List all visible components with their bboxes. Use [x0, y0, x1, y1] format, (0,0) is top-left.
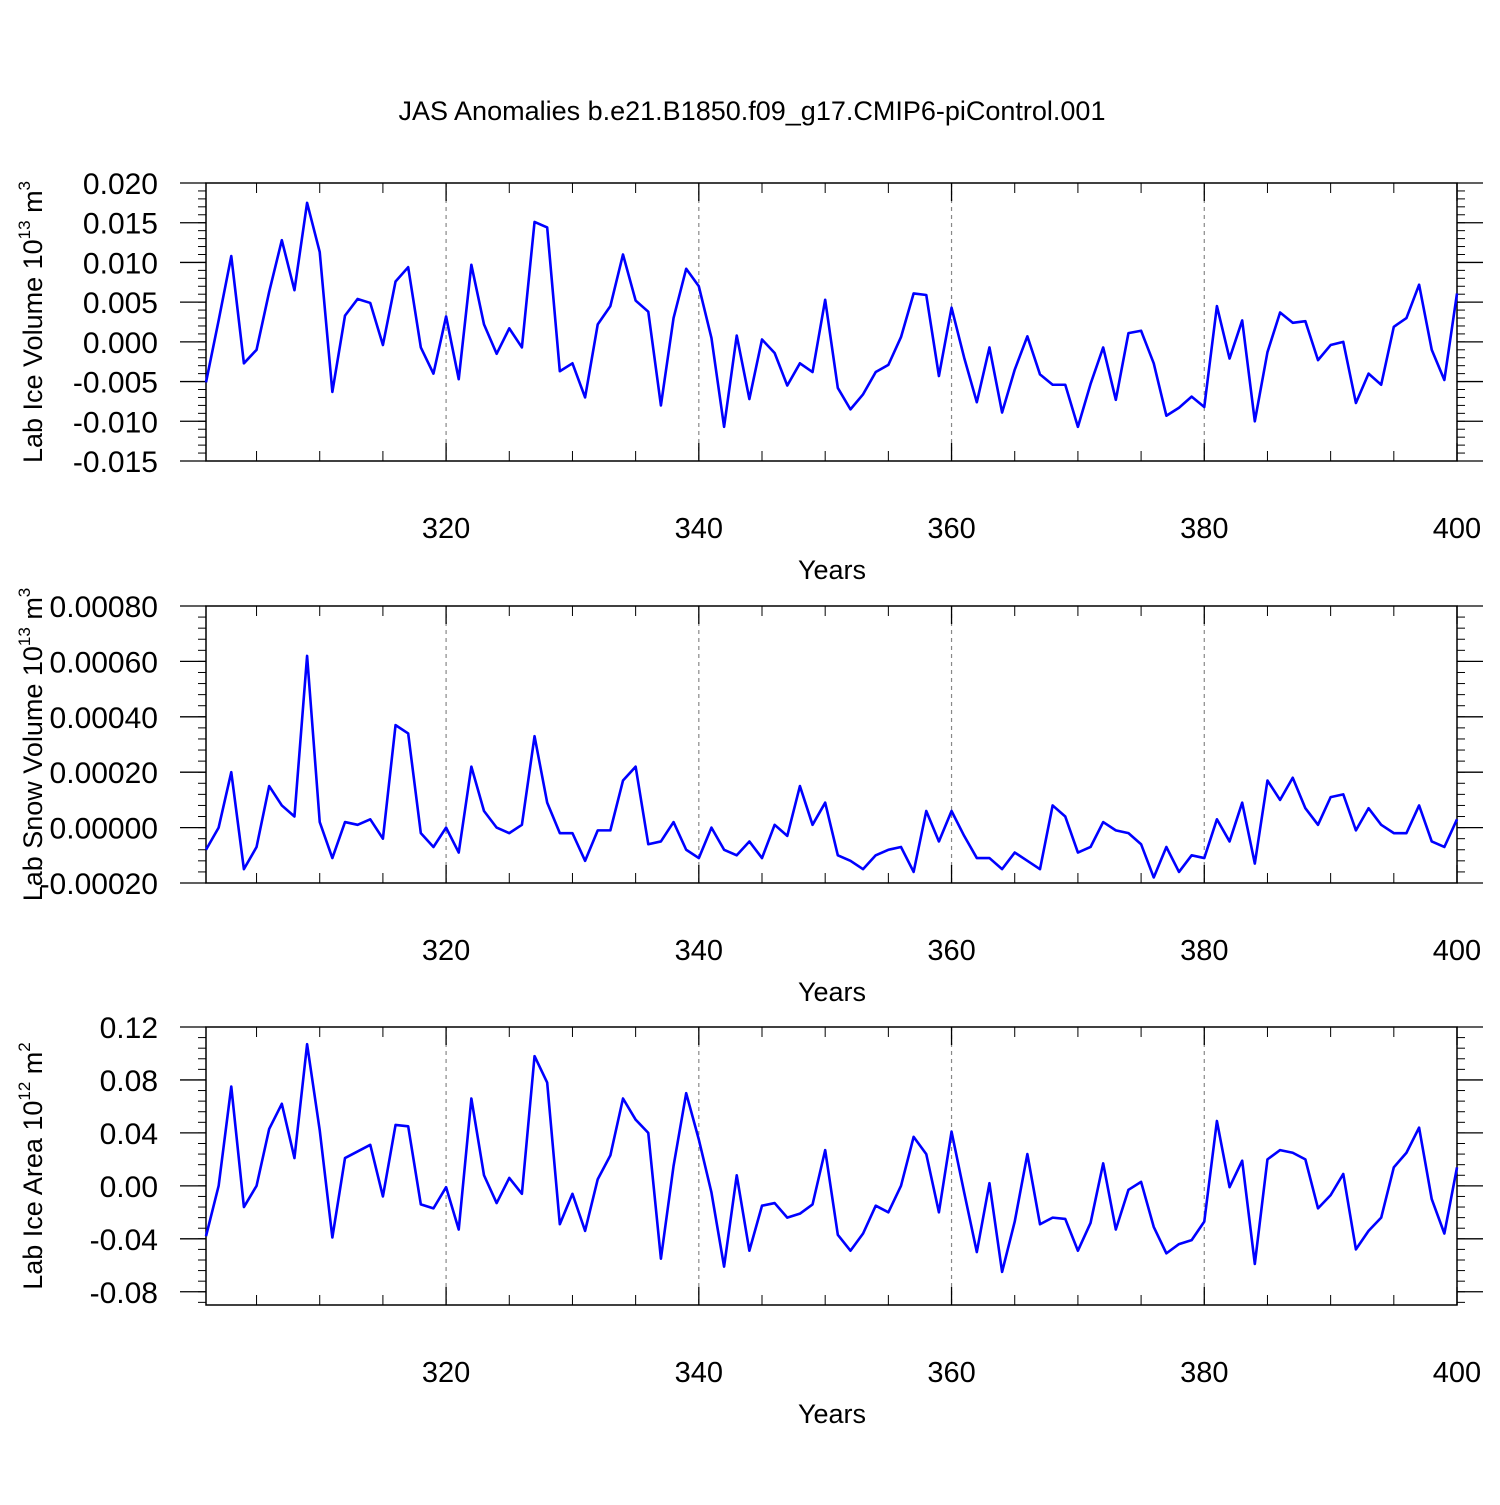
panel2-ytick-label-2: 0.00020	[50, 757, 158, 790]
panel1-frame	[205, 182, 1458, 462]
panel3-xtick-label-3: 380	[1180, 1357, 1228, 1389]
panel3-ylabel-part-0: Lab Ice Area 10	[18, 1101, 48, 1290]
panel3-xtick-label-0: 320	[422, 1357, 470, 1389]
panel1-ytick-label-0: -0.015	[73, 446, 158, 479]
panel2-frame	[205, 605, 1458, 884]
panel3-frame	[205, 1026, 1458, 1306]
panel1-ytick-label-4: 0.005	[83, 287, 158, 320]
panel3-ylabel-part-1: 12	[15, 1082, 34, 1101]
panel2-ylabel-part-2: m	[18, 597, 48, 627]
panel2-xlabel: Years	[798, 977, 866, 1007]
panel3-ylabel-part-2: m	[18, 1052, 48, 1082]
panel3-ytick-label-5: 0.12	[100, 1012, 158, 1045]
panel1-series-line	[204, 201, 1459, 429]
panel1-xtick-label-0: 320	[422, 513, 470, 545]
panel1-ylabel: Lab Ice Volume 1013 m3	[15, 181, 48, 463]
panel2-xtick-label-4: 400	[1433, 935, 1481, 967]
panel2-xtick-label-3: 380	[1180, 935, 1228, 967]
panel1-ylabel-part-1: 13	[15, 220, 34, 239]
panel1-ytick-label-3: 0.000	[83, 327, 158, 360]
panel3-ylabel-part-3: 2	[15, 1042, 34, 1051]
panel1-ylabel-part-3: 3	[15, 181, 34, 190]
panel3-ytick-label-3: 0.04	[100, 1118, 158, 1151]
panel1-xtick-label-1: 340	[675, 513, 723, 545]
panel3-xtick-label-1: 340	[675, 1357, 723, 1389]
panel3-xlabel: Years	[798, 1399, 866, 1429]
panel2-ylabel-part-3: 3	[15, 588, 34, 597]
panel1-ytick-label-6: 0.015	[83, 208, 158, 241]
panel1-xlabel: Years	[798, 555, 866, 585]
panel3-ytick-label-0: -0.08	[90, 1277, 158, 1310]
panel1-ylabel-part-2: m	[18, 190, 48, 220]
panel2-ylabel: Lab Snow Volume 1013 m3	[15, 588, 48, 902]
panel1-ytick-label-2: -0.005	[73, 367, 158, 400]
panel1-ytick-label-7: 0.020	[83, 168, 158, 201]
panel1-ytick-label-1: -0.010	[73, 406, 158, 439]
panel2-ytick-label-5: 0.00080	[50, 591, 158, 624]
panel1-ytick-label-5: 0.010	[83, 247, 158, 280]
panel1-xtick-label-2: 360	[927, 513, 975, 545]
panel2-xtick-label-1: 340	[675, 935, 723, 967]
panel2-ytick-label-0: -0.00020	[40, 868, 158, 901]
panel2-ylabel-part-1: 13	[15, 627, 34, 646]
chart-title: JAS Anomalies b.e21.B1850.f09_g17.CMIP6-…	[399, 96, 1106, 126]
panel3-ytick-label-2: 0.00	[100, 1171, 158, 1204]
panel1-xtick-label-3: 380	[1180, 513, 1228, 545]
panel3-ylabel: Lab Ice Area 1012 m2	[15, 1042, 48, 1290]
panel3-xtick-label-2: 360	[927, 1357, 975, 1389]
panel2-ytick-label-1: 0.00000	[50, 813, 158, 846]
panel1-xtick-label-4: 400	[1433, 513, 1481, 545]
panel2-ytick-label-3: 0.00040	[50, 702, 158, 735]
panel3-ytick-label-1: -0.04	[90, 1224, 158, 1257]
panel2-xtick-label-2: 360	[927, 935, 975, 967]
panel2-series-line	[204, 654, 1459, 879]
panel2-xtick-label-0: 320	[422, 935, 470, 967]
panel3-xtick-label-4: 400	[1433, 1357, 1481, 1389]
panel1-ylabel-part-0: Lab Ice Volume 10	[18, 239, 48, 463]
panel2-ytick-label-4: 0.00060	[50, 646, 158, 679]
panel2-ylabel-part-0: Lab Snow Volume 10	[18, 646, 48, 901]
panel3-ytick-label-4: 0.08	[100, 1065, 158, 1098]
panel3-series-line	[204, 1042, 1459, 1274]
